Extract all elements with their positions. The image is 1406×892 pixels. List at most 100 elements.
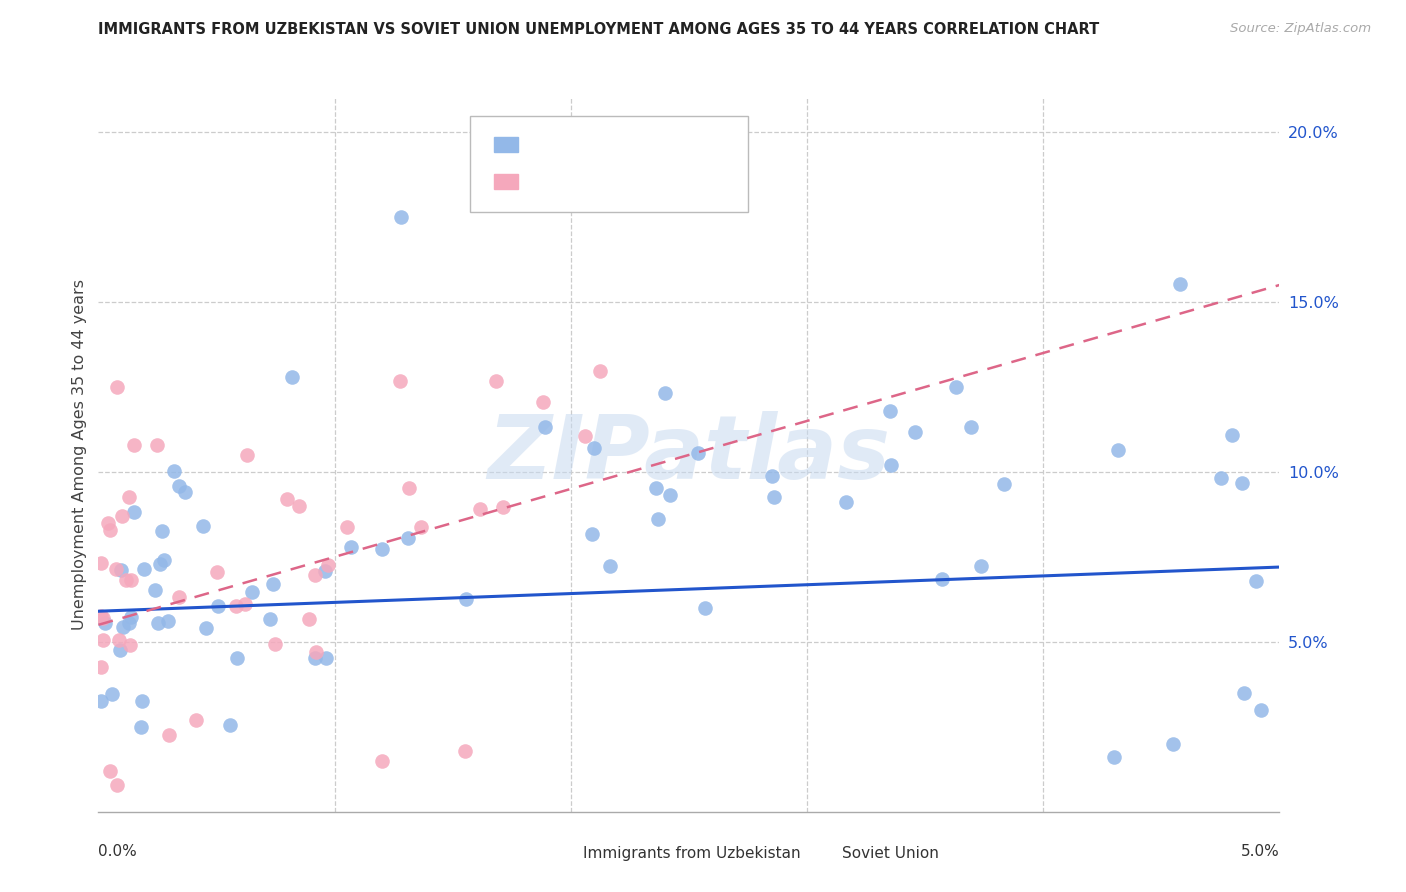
Point	[1168, 277, 1191, 291]
Bar	[547, 846, 568, 860]
Text: 45: 45	[675, 173, 697, 191]
Point	[315, 650, 337, 665]
Text: R =: R =	[530, 173, 565, 191]
Point	[98, 764, 121, 778]
Text: Soviet Union: Soviet Union	[842, 846, 939, 861]
Point	[485, 375, 508, 389]
Point	[658, 488, 681, 502]
Point	[233, 597, 256, 611]
Point	[236, 449, 259, 463]
Point	[686, 446, 709, 460]
Point	[108, 632, 131, 647]
Point	[288, 499, 311, 513]
Point	[340, 541, 363, 555]
Text: N =: N =	[634, 136, 671, 153]
Point	[131, 694, 153, 708]
Point	[599, 558, 621, 573]
Point	[305, 645, 328, 659]
Point	[131, 720, 153, 734]
Point	[336, 520, 359, 534]
Point	[389, 210, 412, 224]
Bar	[807, 846, 828, 860]
Point	[194, 621, 217, 635]
Point	[112, 620, 135, 634]
Point	[111, 509, 134, 524]
Point	[396, 531, 419, 545]
Point	[581, 526, 603, 541]
Text: 0.215: 0.215	[579, 173, 631, 191]
Point	[879, 403, 901, 417]
Point	[218, 718, 240, 732]
Text: ZIPatlas: ZIPatlas	[488, 411, 890, 499]
Point	[654, 386, 676, 401]
Point	[456, 591, 478, 606]
Bar	[494, 137, 517, 152]
Point	[468, 501, 491, 516]
Point	[1209, 471, 1232, 485]
Point	[993, 476, 1015, 491]
Point	[904, 425, 927, 439]
Point	[409, 520, 432, 534]
Point	[91, 611, 114, 625]
Point	[453, 743, 475, 757]
Point	[531, 394, 554, 409]
Point	[167, 590, 190, 604]
Point	[491, 500, 513, 515]
Point	[90, 660, 112, 674]
Point	[108, 642, 131, 657]
Point	[157, 614, 180, 628]
Point	[1233, 686, 1256, 700]
Point	[122, 438, 145, 452]
Point	[101, 687, 124, 701]
Point	[945, 380, 967, 394]
Point	[931, 572, 953, 586]
Point	[146, 438, 169, 452]
Text: N =: N =	[634, 173, 671, 191]
FancyBboxPatch shape	[471, 116, 748, 212]
Point	[276, 492, 298, 507]
Point	[1102, 750, 1125, 764]
Point	[959, 419, 981, 434]
Point	[262, 576, 284, 591]
Point	[207, 599, 229, 613]
Point	[533, 419, 555, 434]
Point	[314, 565, 336, 579]
Point	[122, 505, 145, 519]
Point	[90, 556, 112, 570]
Point	[693, 600, 716, 615]
Point	[191, 518, 214, 533]
Point	[574, 428, 596, 442]
Point	[1232, 476, 1254, 491]
Point	[761, 469, 783, 483]
Point	[1107, 443, 1129, 458]
Point	[264, 636, 287, 650]
Point	[225, 650, 247, 665]
Point	[149, 558, 172, 572]
Point	[1161, 737, 1184, 751]
Point	[583, 441, 606, 455]
Point	[1244, 574, 1267, 588]
Point	[259, 612, 281, 626]
Point	[880, 458, 903, 472]
Point	[121, 573, 143, 587]
Point	[225, 599, 247, 613]
Point	[304, 651, 326, 665]
Point	[398, 481, 420, 495]
Point	[105, 778, 128, 792]
Point	[97, 516, 120, 530]
Point	[370, 542, 392, 557]
Point	[157, 728, 180, 742]
Text: IMMIGRANTS FROM UZBEKISTAN VS SOVIET UNION UNEMPLOYMENT AMONG AGES 35 TO 44 YEAR: IMMIGRANTS FROM UZBEKISTAN VS SOVIET UNI…	[98, 22, 1099, 37]
Point	[835, 495, 858, 509]
Point	[120, 610, 142, 624]
Point	[205, 566, 228, 580]
Point	[970, 558, 993, 573]
Point	[1220, 427, 1243, 442]
Point	[105, 380, 128, 394]
Point	[644, 481, 666, 495]
Text: 0.076: 0.076	[579, 136, 631, 153]
Point	[90, 694, 112, 708]
Point	[118, 638, 141, 652]
Point	[174, 484, 197, 499]
Point	[167, 479, 190, 493]
